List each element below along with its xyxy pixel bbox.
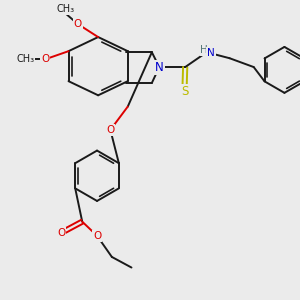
Text: O: O xyxy=(57,228,65,238)
Text: O: O xyxy=(106,125,115,135)
Text: N: N xyxy=(207,48,215,58)
Text: N: N xyxy=(155,61,164,74)
Text: S: S xyxy=(181,85,188,98)
Text: O: O xyxy=(41,54,49,64)
Text: CH₃: CH₃ xyxy=(16,54,34,64)
Text: O: O xyxy=(74,19,82,29)
Text: H: H xyxy=(200,45,208,55)
Text: CH₃: CH₃ xyxy=(56,4,74,14)
Text: O: O xyxy=(93,231,101,241)
